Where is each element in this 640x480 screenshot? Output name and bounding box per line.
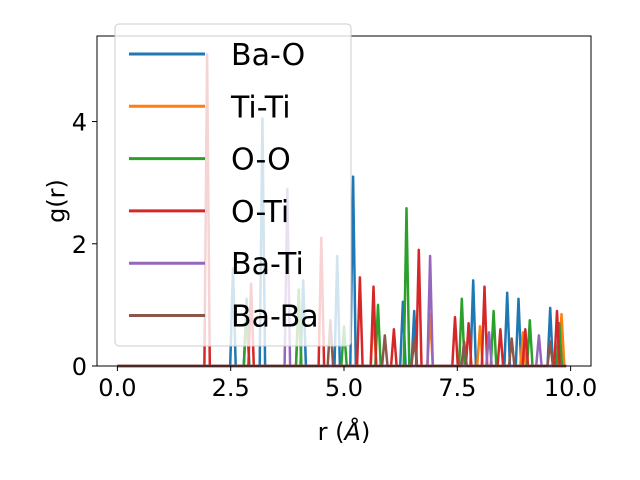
legend-label: Ba-Ba — [231, 300, 319, 335]
legend-label: Ba-Ti — [231, 247, 304, 282]
legend-box — [114, 23, 352, 347]
legend-label: O-O — [231, 143, 291, 178]
y-tick-label: 2 — [72, 231, 87, 259]
legend: Ba-O Ti-Ti O-O O-Ti Ba-Ti Ba-Ba — [114, 23, 352, 347]
x-tick-label: 5.0 — [325, 374, 363, 402]
x-tick-label: 0.0 — [98, 374, 136, 402]
x-tick-label: 2.5 — [212, 374, 250, 402]
y-tick-label: 0 — [72, 353, 87, 381]
x-axis-label-close: ) — [361, 418, 370, 446]
x-tick-label: 10.0 — [544, 374, 597, 402]
x-axis-label: r (Å) — [318, 417, 371, 446]
x-axis-label-unit: Å — [343, 417, 361, 446]
y-tick-label: 4 — [72, 109, 87, 137]
legend-items: Ba-O Ti-Ti O-O O-Ti Ba-Ti Ba-Ba — [129, 38, 319, 335]
x-tick-label: 7.5 — [438, 374, 476, 402]
x-axis-label-main: r ( — [318, 418, 345, 446]
legend-label: O-Ti — [231, 195, 289, 230]
axis-ticks: 0.0 2.5 5.0 7.5 10.0 0 2 4 — [72, 109, 598, 402]
y-axis-label: g(r) — [42, 179, 70, 223]
legend-label: Ti-Ti — [230, 90, 291, 125]
legend-label: Ba-O — [231, 38, 305, 73]
